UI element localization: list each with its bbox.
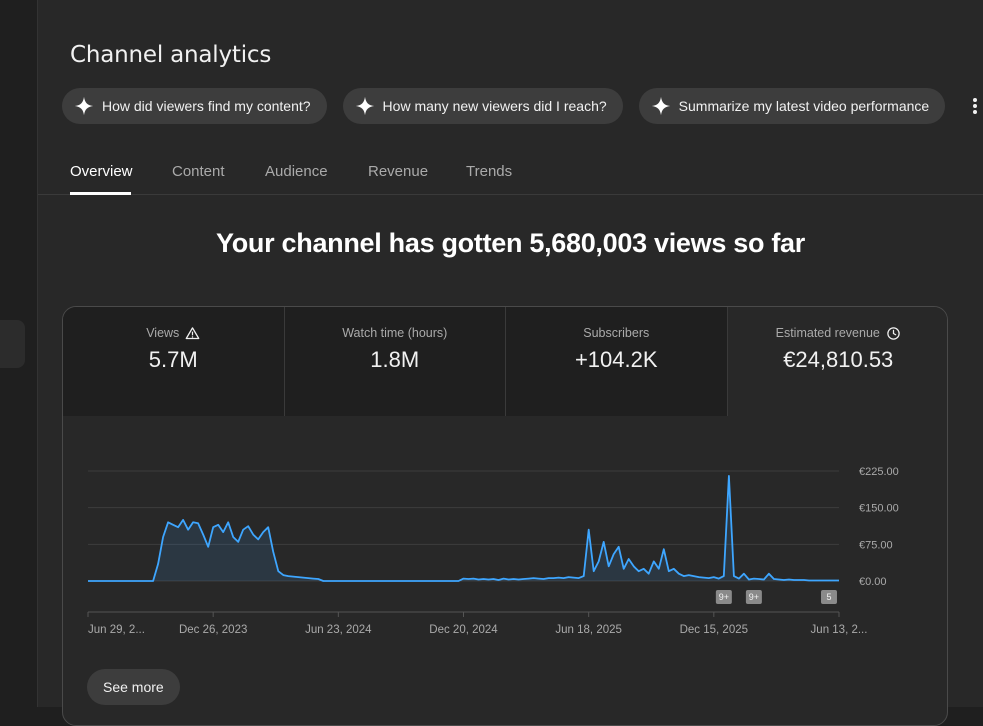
metric-label-row: Estimated revenue [728,325,948,341]
x-tick-label: Jun 18, 2025 [555,624,622,636]
left-panel-handle[interactable] [0,320,25,368]
revenue-area [88,475,839,581]
metric-views[interactable]: Views 5.7M [63,307,285,416]
y-tick-label: €75.00 [859,539,893,551]
page-title: Channel analytics [70,42,272,68]
x-tick-label: Dec 26, 2023 [179,624,247,636]
sparkle-icon [651,96,670,116]
tab-audience[interactable]: Audience [265,163,328,180]
x-tick-label: Jun 29, 2... [88,624,145,636]
overview-card: Views 5.7M Watch time (hours) 1.8M Subsc… [62,306,948,726]
x-tick-label: Dec 20, 2024 [429,624,498,636]
y-tick-label: €0.00 [859,576,887,588]
metric-value: 5.7M [148,347,198,372]
metric-label-row: Watch time (hours) [285,325,506,341]
warning-icon [185,326,200,339]
chip-label: Summarize my latest video performance [678,98,930,114]
annotation-badge-label: 9+ [719,592,729,602]
analytics-tabs: Overview Content Audience Revenue Trends [38,150,983,195]
metric-watch-time[interactable]: Watch time (hours) 1.8M [284,307,506,416]
clock-icon [887,326,900,340]
suggestion-chip-find-content[interactable]: How did viewers find my content? [62,88,327,124]
metric-label: Subscribers [583,326,650,340]
metric-label: Watch time (hours) [342,326,448,340]
more-options-icon[interactable] [970,94,980,118]
sparkle-icon [355,96,374,116]
metric-label-row: Subscribers [506,325,727,341]
annotation-badge-label: 9+ [749,592,759,602]
annotation-badge [820,590,837,604]
tab-revenue[interactable]: Revenue [368,163,429,180]
main-content: Channel analytics How did viewers find m… [38,0,983,726]
tab-trends[interactable]: Trends [466,163,513,180]
y-tick-label: €150.00 [859,503,899,515]
tab-overview[interactable]: Overview [70,163,133,180]
y-tick-label: €225.00 [859,466,899,478]
revenue-chart: €225.00 €150.00 €75.00 €0.00 Jun 29, 2... Dec… [87,466,899,636]
metric-value: 1.8M [370,347,420,372]
x-tick-label: Jun 13, 2... [811,624,868,636]
metric-tabs: Views 5.7M Watch time (hours) 1.8M Subsc… [63,307,948,416]
tab-content[interactable]: Content [172,163,225,180]
left-panel [0,0,38,707]
x-tick-label: Dec 15, 2025 [680,624,748,636]
metric-estimated-revenue[interactable]: Estimated revenue €24,810.53 [727,307,948,416]
annotation-badge [745,590,762,604]
x-tick-label: Jun 23, 2024 [305,624,372,636]
metric-value: €24,810.53 [783,347,894,372]
suggestion-chip-new-viewers[interactable]: How many new viewers did I reach? [342,88,623,124]
metric-label: Views [146,326,180,340]
sparkle-icon [74,96,94,116]
chip-label: How did viewers find my content? [102,98,311,114]
metric-subscribers[interactable]: Subscribers +104.2K [506,307,728,416]
metric-label-row: Views [63,325,284,341]
suggestion-chip-summarize-video[interactable]: Summarize my latest video performance [638,88,946,124]
see-more-button[interactable]: See more [87,669,180,705]
annotation-badge-label: 5 [826,592,831,602]
active-tab-indicator [70,192,131,195]
metric-value: +104.2K [574,347,658,372]
chip-label: How many new viewers did I reach? [382,98,607,114]
suggestion-chips: How did viewers find my content? How man… [62,88,946,124]
channel-views-headline: Your channel has gotten 5,680,003 views … [216,228,805,258]
revenue-line [88,475,839,582]
annotation-badge [715,590,732,604]
metric-label: Estimated revenue [775,326,880,340]
